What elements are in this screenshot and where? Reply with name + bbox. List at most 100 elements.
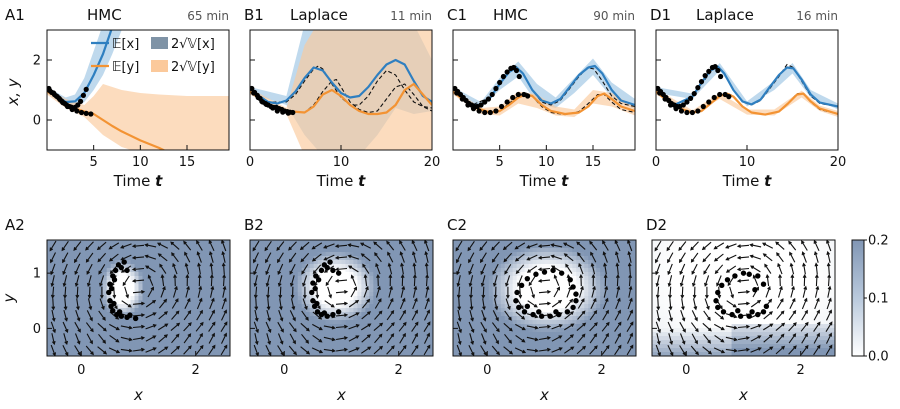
- uncertainty-cell: [353, 280, 359, 285]
- uncertainty-cell: [397, 348, 402, 353]
- uncertainty-cell: [365, 304, 370, 309]
- uncertainty-cell: [325, 288, 331, 293]
- uncertainty-cell: [333, 292, 339, 297]
- uncertainty-cell: [544, 332, 550, 337]
- uncertainty-cell: [528, 320, 534, 325]
- uncertainty-cell: [453, 324, 458, 329]
- uncertainty-cell: [500, 336, 506, 341]
- uncertainty-cell: [58, 292, 64, 297]
- uncertainty-cell: [580, 252, 585, 257]
- uncertainty-cell: [309, 328, 315, 333]
- uncertainty-cell: [226, 344, 230, 349]
- uncertainty-cell: [377, 344, 382, 349]
- uncertainty-cell: [162, 336, 167, 341]
- uncertainty-cell: [568, 340, 573, 345]
- uncertainty-cell: [560, 336, 565, 341]
- uncertainty-cell: [488, 240, 494, 245]
- uncertainty-cell: [222, 320, 227, 325]
- vector-arrow: [457, 333, 462, 346]
- uncertainty-cell: [417, 292, 422, 297]
- vector-arrow: [577, 310, 586, 320]
- uncertainty-cell: [62, 248, 68, 253]
- uncertainty-cell: [94, 288, 100, 293]
- uncertainty-cell: [214, 308, 219, 313]
- vector-arrow: [526, 243, 538, 249]
- uncertainty-cell: [134, 276, 140, 281]
- observation-point: [521, 309, 528, 315]
- uncertainty-cell: [671, 284, 677, 289]
- uncertainty-cell: [154, 244, 159, 249]
- uncertainty-cell: [82, 264, 88, 269]
- vector-arrow: [86, 275, 92, 288]
- vector-arrow: [591, 273, 596, 287]
- observation-point: [314, 300, 320, 307]
- uncertainty-cell: [560, 292, 565, 297]
- vector-arrow: [374, 298, 382, 309]
- uncertainty-cell: [269, 240, 275, 245]
- uncertainty-cell: [528, 296, 534, 301]
- uncertainty-cell: [257, 300, 263, 305]
- vector-arrow: [145, 335, 157, 342]
- uncertainty-cell: [218, 272, 223, 277]
- uncertainty-cell: [632, 264, 636, 269]
- vector-arrow: [614, 250, 620, 263]
- uncertainty-cell: [138, 312, 144, 317]
- uncertainty-cell: [500, 320, 506, 325]
- observation-point: [684, 99, 690, 105]
- uncertainty-cell: [70, 320, 76, 325]
- uncertainty-cell: [671, 312, 677, 317]
- uncertainty-cell: [202, 256, 207, 261]
- uncertainty-cell: [114, 344, 120, 349]
- vector-arrow: [425, 273, 430, 287]
- uncertainty-cell: [194, 256, 199, 261]
- uncertainty-cell: [453, 312, 458, 317]
- uncertainty-cell: [556, 348, 562, 353]
- uncertainty-cell: [202, 300, 207, 305]
- uncertainty-cell: [512, 268, 518, 273]
- uncertainty-cell: [273, 248, 279, 253]
- uncertainty-cell: [612, 344, 617, 349]
- uncertainty-cell: [341, 344, 347, 349]
- uncertainty-cell: [532, 268, 538, 273]
- uncertainty-cell: [305, 332, 311, 337]
- uncertainty-cell: [588, 304, 593, 309]
- uncertainty-cell: [110, 320, 116, 325]
- uncertainty-cell: [480, 316, 486, 321]
- uncertainty-cell: [624, 276, 629, 281]
- uncertainty-cell: [285, 316, 291, 321]
- uncertainty-cell: [289, 276, 295, 281]
- uncertainty-cell: [150, 276, 156, 281]
- uncertainty-cell: [70, 316, 76, 321]
- uncertainty-cell: [214, 344, 219, 349]
- band-x: [453, 58, 635, 110]
- observation-point: [547, 313, 553, 319]
- uncertainty-cell: [417, 316, 422, 321]
- uncertainty-cell: [154, 344, 159, 349]
- uncertainty-cell: [341, 340, 347, 345]
- uncertainty-cell: [504, 240, 510, 245]
- observation-point: [706, 68, 712, 74]
- uncertainty-cell: [592, 332, 597, 337]
- uncertainty-cell: [142, 340, 148, 345]
- uncertainty-cell: [425, 320, 430, 325]
- uncertainty-cell: [70, 256, 76, 261]
- uncertainty-cell: [612, 268, 617, 273]
- uncertainty-cell: [281, 296, 287, 301]
- uncertainty-cell: [496, 348, 502, 353]
- uncertainty-cell: [305, 348, 311, 353]
- vector-arrow: [132, 301, 146, 306]
- uncertainty-cell: [655, 272, 661, 277]
- uncertainty-cell: [659, 240, 665, 245]
- uncertainty-cell: [389, 248, 394, 253]
- vector-arrow: [615, 285, 621, 298]
- uncertainty-cell: [214, 292, 219, 297]
- uncertainty-cell: [138, 304, 144, 309]
- uncertainty-cell: [675, 244, 681, 249]
- vector-arrow: [335, 313, 349, 317]
- uncertainty-cell: [572, 288, 577, 293]
- uncertainty-cell: [385, 324, 390, 329]
- vector-arrow: [160, 285, 166, 298]
- uncertainty-cell: [504, 288, 510, 293]
- uncertainty-cell: [341, 300, 347, 305]
- uncertainty-cell: [357, 248, 362, 253]
